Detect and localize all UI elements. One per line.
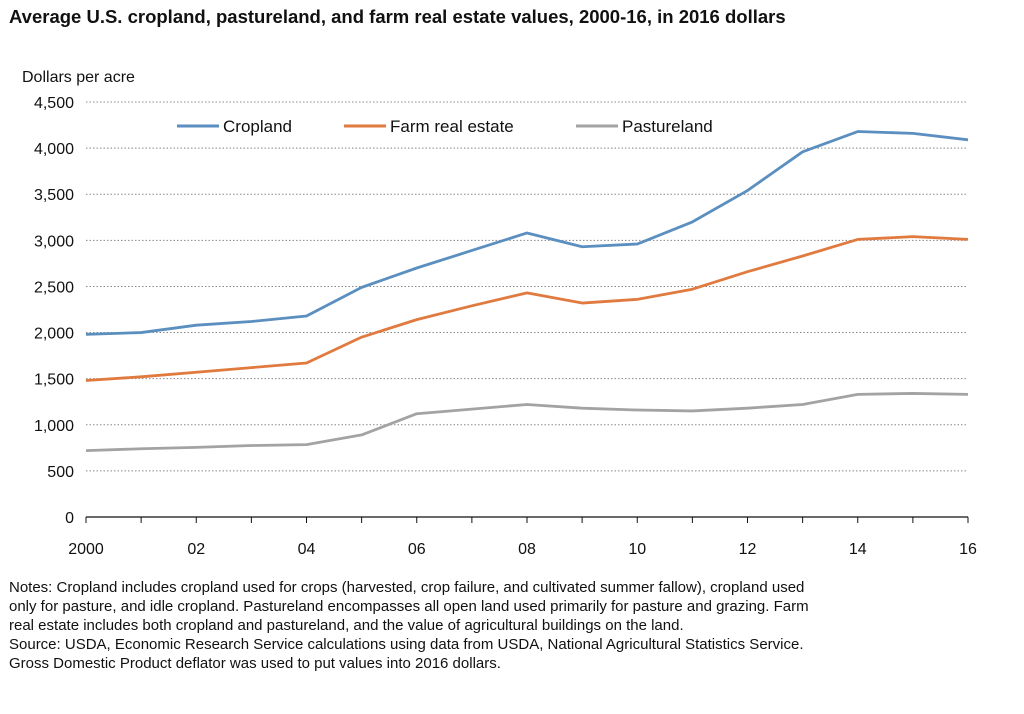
notes-line: real estate includes both cropland and p…	[9, 617, 684, 634]
y-axis-label: Dollars per acre	[22, 69, 135, 86]
x-tick-label: 12	[739, 541, 757, 558]
series-line-farm-real-estate	[85, 235, 969, 382]
y-tick-label: 1,500	[34, 372, 74, 389]
y-tick-label: 2,500	[34, 279, 74, 296]
x-tick-label: 2000	[68, 541, 104, 558]
x-tick-label: 06	[408, 541, 426, 558]
series-line-pastureland	[85, 392, 969, 452]
legend-label: Pastureland	[622, 117, 713, 136]
line-chart: Dollars per acre 0 500 1,000 1,500 2,000 2,500…	[22, 69, 977, 558]
x-tick-label: 16	[959, 541, 977, 558]
y-tick-label: 2,000	[34, 326, 74, 343]
notes-line: only for pasture, and idle cropland. Pas…	[9, 598, 809, 615]
legend-label: Farm real estate	[390, 117, 514, 136]
source-line: Gross Domestic Product deflator was used…	[9, 655, 501, 672]
notes-line: Notes: Cropland includes cropland used f…	[9, 579, 805, 596]
x-tick-label: 02	[187, 541, 205, 558]
y-tick-label: 4,000	[34, 141, 74, 158]
x-tick-label: 08	[518, 541, 536, 558]
y-tick-label: 500	[47, 464, 74, 481]
x-tick-label: 10	[628, 541, 646, 558]
y-tick-label: 4,500	[34, 95, 74, 112]
legend-label: Cropland	[223, 117, 292, 136]
x-tick-label: 14	[849, 541, 867, 558]
y-tick-label: 3,500	[34, 187, 74, 204]
source-line: Source: USDA, Economic Research Service …	[9, 636, 804, 653]
series-line-cropland	[85, 130, 969, 336]
chart-title: Average U.S. cropland, pastureland, and …	[9, 6, 786, 27]
y-tick-label: 0	[65, 510, 74, 527]
y-tick-label: 3,000	[34, 233, 74, 250]
x-tick-label: 04	[298, 541, 316, 558]
chart-notes: Notes: Cropland includes cropland used f…	[9, 578, 1019, 673]
y-tick-label: 1,000	[34, 418, 74, 435]
